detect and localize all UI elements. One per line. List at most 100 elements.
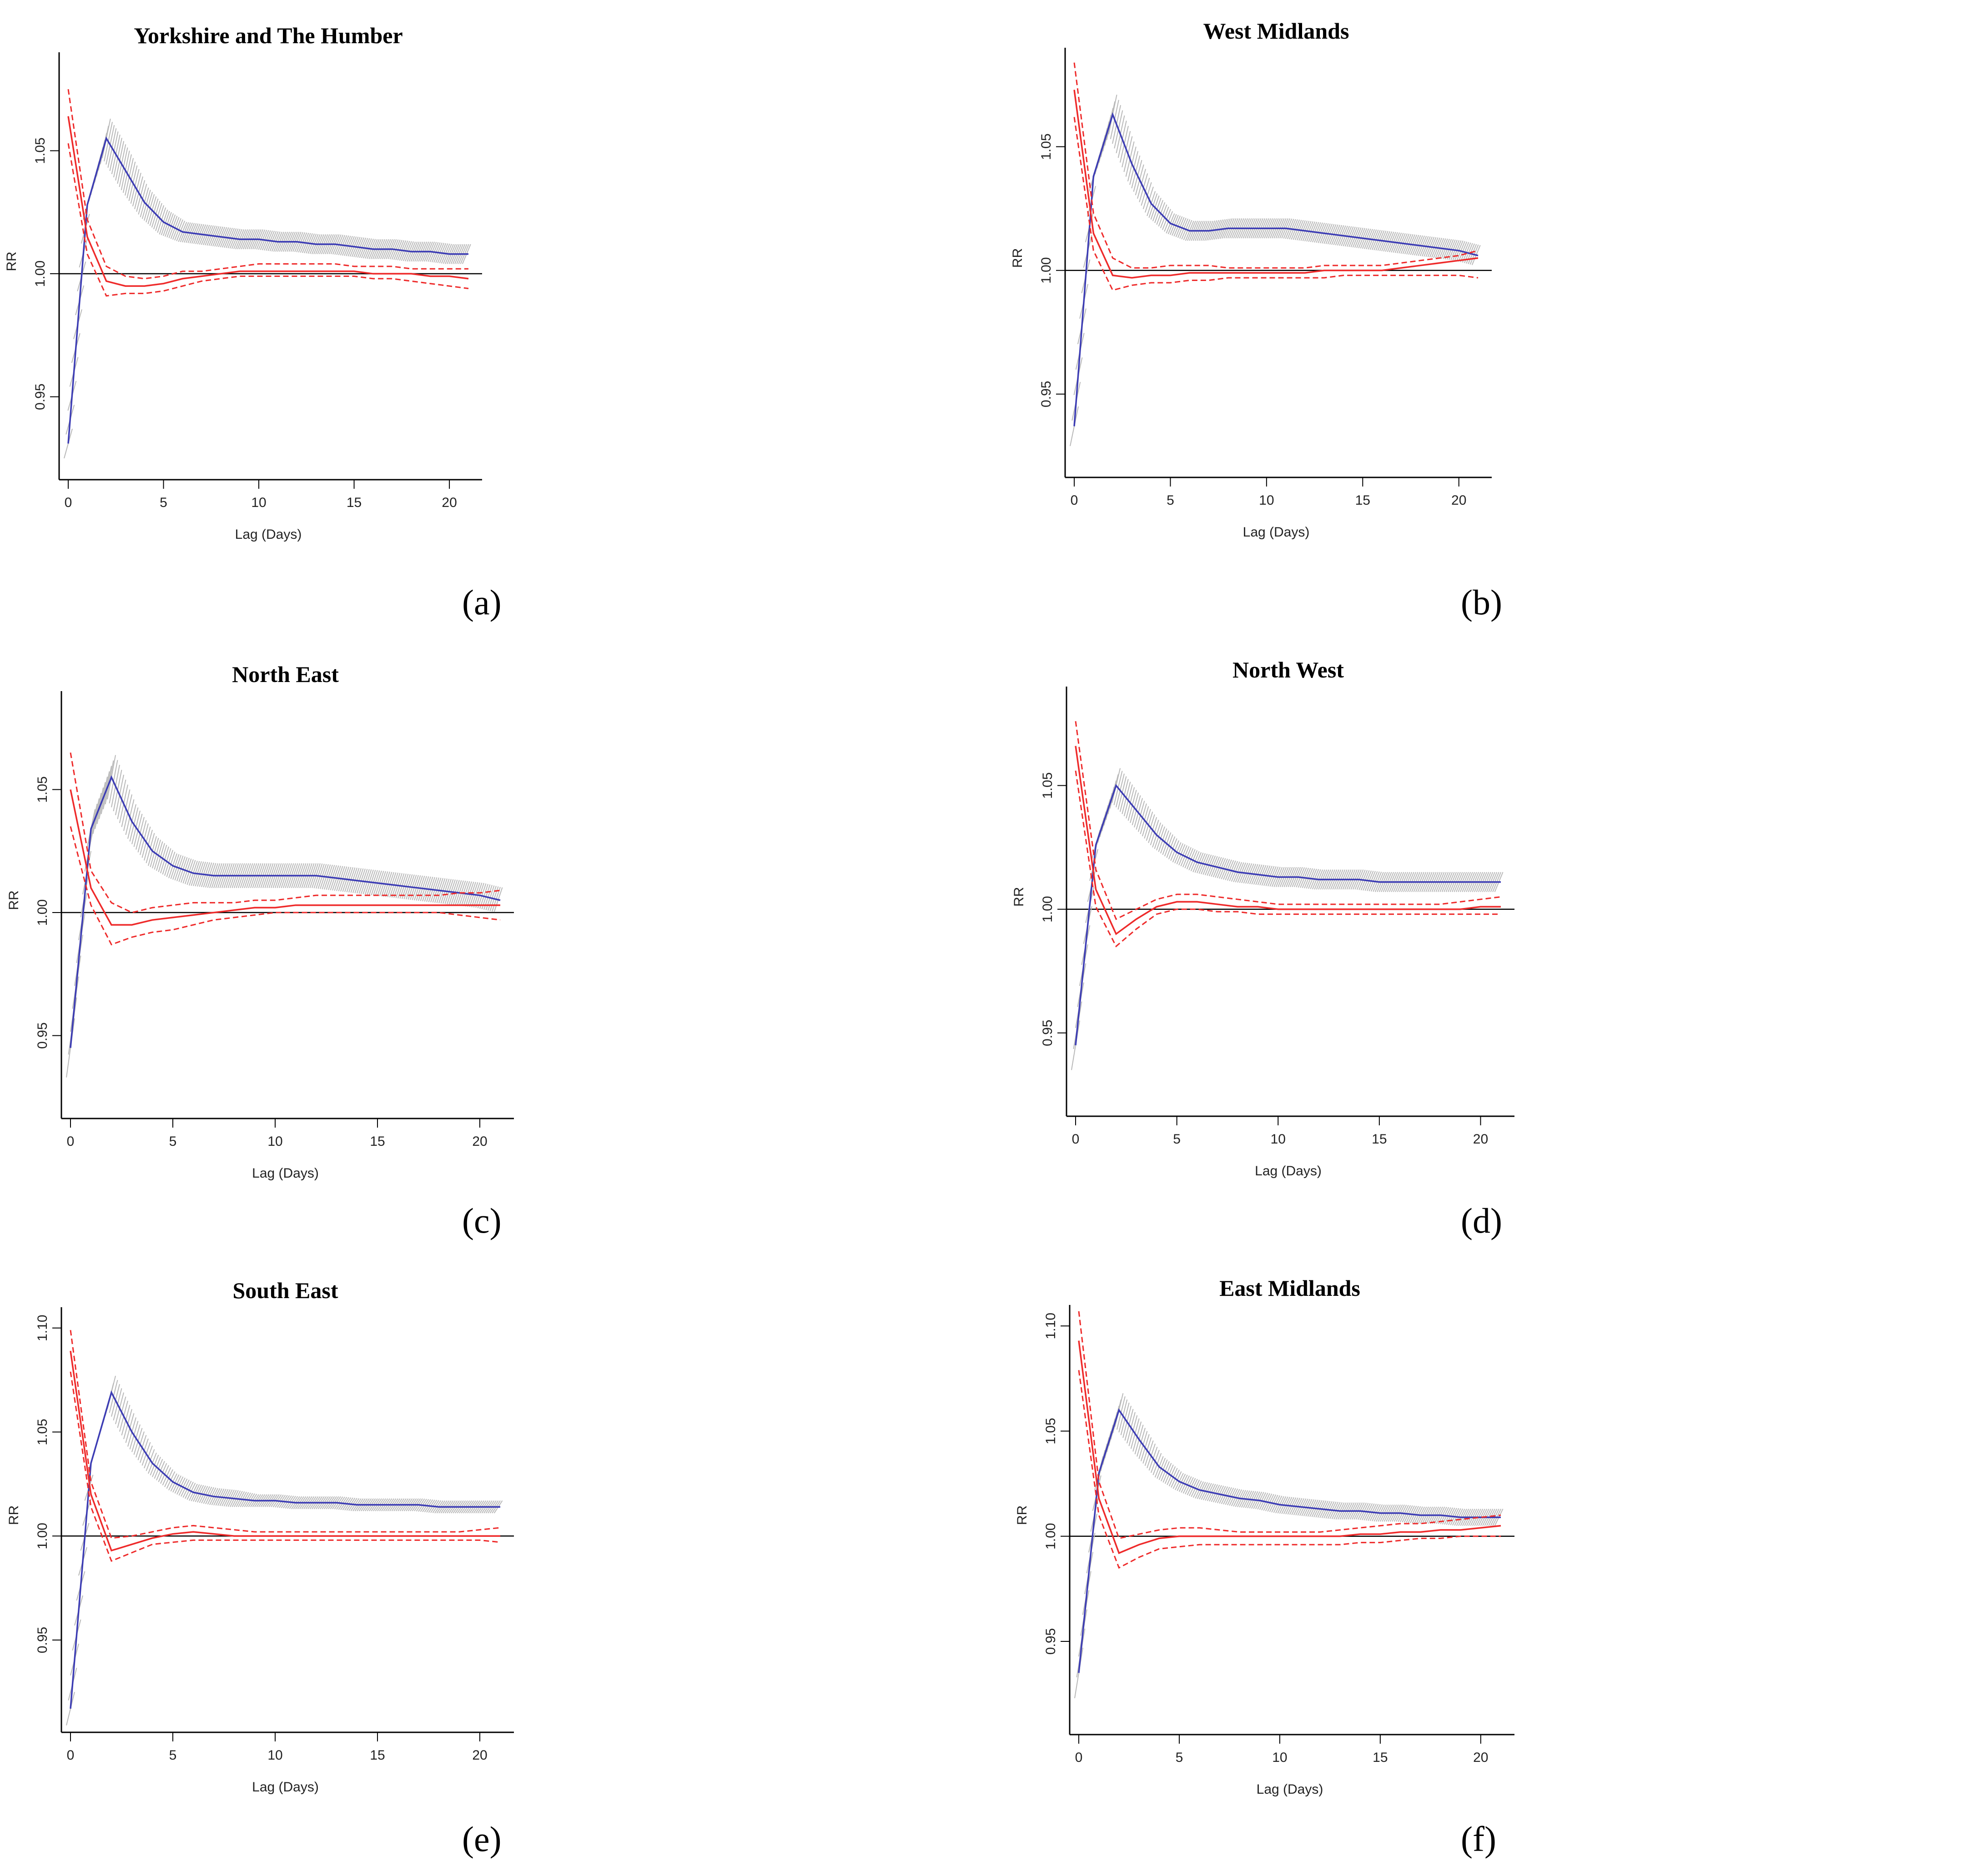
y-tick-label: 1.05 bbox=[1040, 772, 1055, 798]
ci-lower-line bbox=[67, 143, 469, 297]
caption-f: (f) bbox=[1461, 1819, 1496, 1859]
chart-c-svg: North East 0.95 1.00 1.05 0 5 10 15 20 Lag (Days)… bbox=[6, 662, 514, 1181]
x-tick-label: 0 bbox=[67, 1748, 75, 1763]
caption-c: (c) bbox=[462, 1201, 502, 1240]
x-tick-label: 20 bbox=[442, 495, 457, 510]
y-tick-label: 1.05 bbox=[35, 1419, 50, 1445]
y-tick-label: 1.00 bbox=[1039, 257, 1054, 284]
y-tick-label: 1.00 bbox=[33, 261, 48, 287]
ci-upper-line bbox=[70, 1330, 501, 1539]
x-tick-label: 0 bbox=[1075, 1750, 1083, 1765]
x-tick-label: 15 bbox=[1373, 1750, 1388, 1765]
x-tick-label: 0 bbox=[67, 1134, 75, 1149]
x-tick-label: 5 bbox=[1176, 1750, 1183, 1765]
chart-b-svg: West Midlands 0.95 1.00 1.05 0 5 10 15 20 Lag (Da… bbox=[1010, 18, 1492, 540]
y-tick-label: 0.95 bbox=[1043, 1628, 1058, 1655]
y-axis-label: RR bbox=[1010, 248, 1025, 268]
ci-upper-line bbox=[1073, 62, 1479, 269]
y-axis-label: RR bbox=[6, 1505, 21, 1525]
blue-series-line bbox=[70, 1390, 500, 1709]
y-axis-label: RR bbox=[6, 890, 21, 910]
blue-series-line bbox=[67, 136, 468, 444]
x-tick-label: 5 bbox=[1173, 1132, 1181, 1147]
x-axis-label: Lag (Days) bbox=[252, 1780, 319, 1795]
y-axis-label: RR bbox=[1011, 887, 1026, 907]
panel-e: South East 0.95 1.00 1.05 1.10 0 5 10 15 20 Lag (D… bbox=[0, 1259, 978, 1823]
chart-e-svg: South East 0.95 1.00 1.05 1.10 0 5 10 15 20 Lag (D… bbox=[6, 1278, 514, 1795]
caption-d: (d) bbox=[1461, 1201, 1502, 1240]
x-tick-label: 10 bbox=[267, 1748, 282, 1763]
panel-d: North West 0.95 1.00 1.05 0 5 10 15 20 Lag (Days)… bbox=[1001, 637, 1978, 1200]
x-tick-label: 5 bbox=[1167, 493, 1174, 508]
x-tick-label: 20 bbox=[1451, 493, 1466, 508]
x-tick-label: 10 bbox=[1259, 493, 1274, 508]
y-tick-label: 0.95 bbox=[35, 1627, 50, 1653]
x-tick-label: 15 bbox=[370, 1748, 385, 1763]
chart-d-svg: North West 0.95 1.00 1.05 0 5 10 15 20 Lag (Days)… bbox=[1011, 657, 1514, 1179]
x-tick-label: 15 bbox=[347, 495, 362, 510]
y-tick-label: 0.95 bbox=[35, 1022, 50, 1048]
ci-upper-line bbox=[70, 752, 501, 913]
y-tick-label: 1.00 bbox=[35, 899, 50, 926]
x-tick-label: 10 bbox=[1271, 1132, 1286, 1147]
x-tick-label: 5 bbox=[169, 1748, 177, 1763]
caption-e: (e) bbox=[462, 1819, 502, 1859]
red-series-line bbox=[70, 789, 500, 926]
x-tick-label: 15 bbox=[370, 1134, 385, 1149]
y-axis-label: RR bbox=[1015, 1505, 1030, 1525]
y-tick-label: 1.05 bbox=[33, 137, 48, 164]
y-tick-label: 1.00 bbox=[35, 1523, 50, 1549]
ci-lower-line bbox=[1078, 1370, 1501, 1569]
x-tick-label: 5 bbox=[160, 495, 167, 510]
y-tick-label: 1.10 bbox=[1043, 1313, 1058, 1339]
x-tick-label: 20 bbox=[472, 1748, 487, 1763]
red-series-line bbox=[1078, 1340, 1501, 1555]
red-series-line bbox=[67, 116, 469, 287]
y-tick-label: 0.95 bbox=[1039, 381, 1054, 407]
x-tick-label: 0 bbox=[1071, 493, 1078, 508]
panel-c: North East 0.95 1.00 1.05 0 5 10 15 20 Lag (Days)… bbox=[0, 637, 978, 1200]
x-tick-label: 10 bbox=[267, 1134, 282, 1149]
y-tick-label: 1.05 bbox=[1039, 133, 1054, 160]
y-tick-label: 1.05 bbox=[35, 776, 50, 803]
x-tick-label: 10 bbox=[1272, 1750, 1287, 1765]
x-tick-label: 20 bbox=[1473, 1132, 1488, 1147]
x-axis-label: Lag (Days) bbox=[252, 1166, 319, 1181]
ci-lower-line bbox=[1075, 770, 1501, 948]
x-tick-label: 20 bbox=[472, 1134, 487, 1149]
x-tick-label: 0 bbox=[1072, 1132, 1080, 1147]
y-axis-label: RR bbox=[4, 251, 19, 271]
red-series-line bbox=[70, 1350, 500, 1552]
x-axis-label: Lag (Days) bbox=[235, 527, 302, 542]
y-tick-label: 1.00 bbox=[1043, 1523, 1058, 1550]
ci-upper-line bbox=[1075, 721, 1501, 920]
ci-band-hatch bbox=[66, 1375, 503, 1726]
y-tick-label: 1.05 bbox=[1043, 1418, 1058, 1444]
chart-title: North West bbox=[1232, 657, 1344, 682]
ci-lower-line bbox=[70, 826, 501, 946]
ci-hatch-line bbox=[66, 1692, 75, 1726]
ci-hatch-line bbox=[1071, 1020, 1080, 1070]
x-tick-label: 20 bbox=[1473, 1750, 1488, 1765]
ci-lower-line bbox=[1073, 117, 1479, 291]
panel-a: Yorkshire and The Humber 0.95 1.00 1.05 0 5 10… bbox=[0, 0, 946, 564]
chart-title: North East bbox=[232, 662, 339, 687]
ci-upper-line bbox=[1078, 1311, 1501, 1540]
blue-series-line bbox=[70, 775, 501, 1048]
blue-series-line bbox=[1073, 112, 1479, 426]
chart-title: Yorkshire and The Humber bbox=[134, 23, 402, 48]
chart-title: East Midlands bbox=[1219, 1275, 1360, 1301]
caption-b: (b) bbox=[1461, 582, 1502, 622]
y-tick-label: 1.00 bbox=[1040, 896, 1055, 923]
panel-f: East Midlands 0.95 1.00 1.05 1.10 0 5 10 15 20 Lag… bbox=[1001, 1259, 1978, 1823]
chart-a-svg: Yorkshire and The Humber 0.95 1.00 1.05 0 5 10… bbox=[4, 23, 482, 542]
x-tick-label: 15 bbox=[1355, 493, 1370, 508]
chart-f-svg: East Midlands 0.95 1.00 1.05 1.10 0 5 10 15 20 Lag… bbox=[1015, 1275, 1514, 1797]
x-axis-label: Lag (Days) bbox=[1243, 525, 1310, 540]
x-tick-label: 5 bbox=[169, 1134, 177, 1149]
chart-title: South East bbox=[232, 1278, 338, 1303]
x-tick-label: 10 bbox=[251, 495, 266, 510]
blue-series-line bbox=[1075, 784, 1501, 1046]
x-tick-label: 15 bbox=[1372, 1132, 1387, 1147]
caption-a: (a) bbox=[462, 582, 502, 622]
